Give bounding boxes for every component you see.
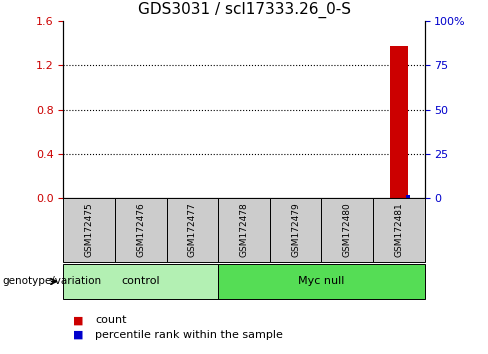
Bar (218, 198, 270, 262)
Text: Myc null: Myc null (298, 276, 345, 286)
Text: genotype/variation: genotype/variation (2, 276, 102, 286)
Text: GSM172477: GSM172477 (188, 203, 197, 257)
Bar (373, 198, 425, 262)
Text: ■: ■ (73, 315, 84, 325)
Text: GSM172480: GSM172480 (343, 203, 352, 257)
Text: GSM172478: GSM172478 (240, 203, 248, 257)
Bar (63, 264, 218, 299)
Bar (218, 264, 425, 299)
Text: GSM172479: GSM172479 (291, 203, 300, 257)
Text: count: count (95, 315, 127, 325)
Title: GDS3031 / scl17333.26_0-S: GDS3031 / scl17333.26_0-S (138, 2, 350, 18)
Bar (166, 198, 218, 262)
Text: GSM172481: GSM172481 (394, 203, 403, 257)
Text: control: control (122, 276, 160, 286)
Text: GSM172475: GSM172475 (85, 203, 94, 257)
Bar (63, 198, 115, 262)
Bar (322, 198, 373, 262)
Text: GSM172476: GSM172476 (136, 203, 145, 257)
Text: percentile rank within the sample: percentile rank within the sample (95, 330, 283, 339)
Bar (270, 198, 322, 262)
Text: ■: ■ (73, 330, 84, 339)
Bar (115, 198, 166, 262)
Bar (406, 195, 410, 198)
Bar (390, 46, 408, 198)
